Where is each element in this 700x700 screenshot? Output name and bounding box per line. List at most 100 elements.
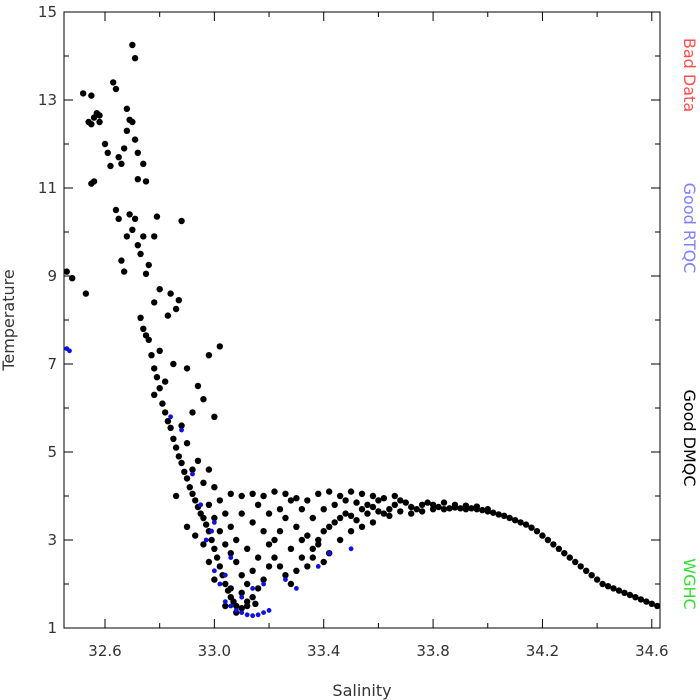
data-point bbox=[238, 589, 245, 596]
data-point bbox=[211, 413, 218, 420]
data-point bbox=[265, 563, 273, 570]
data-point bbox=[473, 503, 481, 510]
data-point bbox=[282, 490, 289, 497]
data-point bbox=[216, 497, 224, 504]
data-point bbox=[533, 528, 541, 535]
data-point bbox=[358, 523, 366, 530]
data-point bbox=[205, 352, 213, 359]
data-point bbox=[238, 492, 245, 500]
data-point bbox=[479, 506, 486, 514]
data-point bbox=[287, 545, 295, 552]
data-point bbox=[170, 435, 177, 442]
legend-entry: Bad Data bbox=[680, 38, 699, 112]
data-point bbox=[110, 79, 117, 86]
data-point bbox=[429, 506, 437, 513]
data-point bbox=[249, 490, 256, 497]
data-point bbox=[69, 275, 76, 282]
data-point bbox=[211, 520, 217, 525]
data-point bbox=[126, 211, 133, 218]
y-tick-label: 15 bbox=[38, 3, 57, 21]
data-point bbox=[115, 215, 122, 222]
data-point bbox=[211, 514, 218, 522]
data-point bbox=[131, 215, 139, 222]
data-point bbox=[468, 505, 475, 512]
data-point bbox=[283, 577, 288, 582]
data-point bbox=[178, 422, 185, 429]
data-point bbox=[90, 178, 98, 185]
data-point bbox=[490, 509, 497, 516]
data-point bbox=[599, 580, 606, 588]
x-tick-label: 33.4 bbox=[307, 642, 340, 660]
data-point bbox=[604, 583, 612, 590]
data-point bbox=[457, 505, 464, 512]
data-point bbox=[539, 532, 546, 539]
y-tick-label: 11 bbox=[38, 179, 57, 197]
data-point bbox=[151, 233, 158, 240]
data-point bbox=[315, 541, 322, 548]
data-point bbox=[129, 41, 136, 49]
data-point bbox=[440, 506, 448, 513]
data-point bbox=[254, 585, 262, 592]
data-point bbox=[156, 385, 163, 392]
data-point bbox=[79, 90, 87, 97]
data-point bbox=[511, 517, 519, 524]
legend-entry: Good RTQC bbox=[680, 183, 699, 274]
data-point bbox=[120, 268, 128, 275]
data-point bbox=[271, 488, 278, 495]
data-point bbox=[304, 497, 311, 504]
data-point bbox=[408, 503, 415, 511]
data-point bbox=[238, 605, 245, 612]
data-point bbox=[101, 140, 109, 148]
data-point bbox=[391, 492, 399, 500]
data-point bbox=[413, 506, 420, 513]
data-point bbox=[243, 580, 251, 588]
data-point bbox=[183, 475, 191, 482]
data-point bbox=[369, 503, 377, 511]
data-point bbox=[555, 545, 563, 552]
data-point bbox=[353, 517, 360, 524]
data-point bbox=[271, 554, 278, 561]
data-point bbox=[320, 528, 327, 535]
data-point bbox=[347, 528, 355, 535]
data-point bbox=[621, 589, 628, 596]
x-axis: 32.6 33.0 33.4 33.8 34.2 34.6 bbox=[88, 12, 669, 660]
data-point bbox=[216, 528, 224, 535]
data-point bbox=[320, 558, 327, 566]
data-point bbox=[107, 162, 114, 170]
x-axis-title: Salinity bbox=[332, 681, 391, 700]
data-point bbox=[440, 499, 448, 506]
data-point bbox=[211, 484, 218, 491]
data-point bbox=[222, 572, 228, 578]
data-point bbox=[342, 510, 349, 517]
data-point bbox=[170, 360, 177, 368]
data-point bbox=[211, 568, 217, 574]
data-point bbox=[96, 112, 103, 119]
data-point bbox=[331, 519, 338, 526]
data-point bbox=[183, 365, 191, 372]
data-point bbox=[167, 424, 174, 431]
data-point bbox=[397, 497, 404, 504]
data-point bbox=[304, 563, 311, 570]
data-point bbox=[244, 612, 250, 618]
data-point bbox=[424, 499, 431, 506]
y-tick-label: 5 bbox=[47, 443, 57, 461]
data-point bbox=[200, 479, 207, 486]
data-point bbox=[325, 488, 333, 495]
data-point bbox=[239, 594, 245, 600]
data-point bbox=[325, 523, 333, 530]
data-point bbox=[164, 312, 172, 319]
data-point bbox=[643, 598, 650, 605]
data-point bbox=[228, 555, 234, 560]
data-point bbox=[161, 409, 169, 416]
data-point bbox=[348, 546, 354, 552]
data-point bbox=[293, 495, 300, 502]
y-axis-title: Temperature bbox=[0, 269, 18, 371]
data-point bbox=[561, 550, 568, 557]
data-point bbox=[462, 502, 470, 509]
y-tick-label: 3 bbox=[47, 531, 57, 549]
data-point bbox=[112, 206, 120, 214]
data-point bbox=[266, 608, 272, 613]
data-point bbox=[309, 514, 316, 522]
data-point bbox=[151, 365, 158, 372]
